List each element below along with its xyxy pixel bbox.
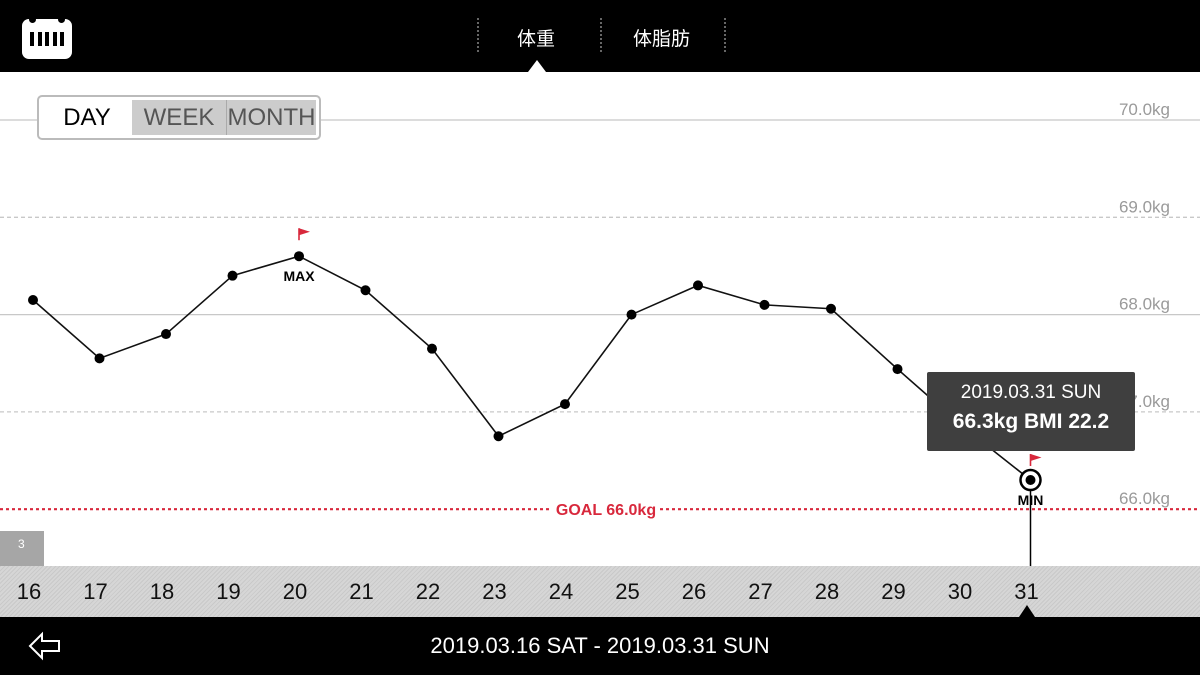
y-tick-label: 69.0kg [1119, 197, 1170, 216]
weight-points [28, 251, 1042, 492]
data-point [360, 285, 371, 296]
x-tick-label[interactable]: 26 [681, 579, 707, 604]
x-tick-label[interactable]: 16 [16, 579, 42, 604]
data-point [759, 299, 770, 310]
tab-divider [600, 18, 602, 52]
data-point [227, 270, 238, 281]
period-month-button[interactable]: MONTH [226, 100, 316, 135]
tooltip-date: 2019.03.31 SUN [960, 382, 1102, 403]
x-tick-label[interactable]: 18 [149, 579, 175, 604]
data-point [1025, 475, 1036, 486]
y-tick-label: 68.0kg [1119, 295, 1170, 314]
tab-divider [477, 18, 479, 52]
tab-body-fat[interactable]: 体脂肪 [633, 28, 691, 50]
data-point [161, 329, 171, 340]
data-point [427, 343, 437, 354]
data-tooltip: 2019.03.31 SUN 66.3kg BMI 22.2 [927, 372, 1135, 451]
scale-icon[interactable] [22, 16, 72, 59]
x-tick-label[interactable]: 30 [947, 579, 973, 604]
top-bar: 体重 体脂肪 [0, 0, 1200, 72]
data-point [94, 353, 105, 364]
x-tick-label[interactable]: 21 [349, 579, 374, 604]
data-point [560, 399, 570, 410]
extreme-markers: MAX MIN [283, 228, 1043, 508]
goal-label-background [550, 498, 660, 521]
tab-weight[interactable]: 体重 [517, 28, 556, 50]
x-tick-label[interactable]: 19 [216, 579, 241, 604]
active-tab-indicator [528, 60, 546, 72]
date-range: 2019.03.16 SAT - 2019.03.31 SUN [430, 633, 770, 658]
page-badge: 3 [0, 531, 44, 566]
x-tick-label[interactable]: 24 [548, 579, 574, 604]
flag-icon [298, 228, 310, 241]
x-tick-label[interactable]: 27 [748, 579, 773, 604]
x-tick-label[interactable]: 17 [83, 579, 108, 604]
goal-label: GOAL 66.0kg [556, 502, 656, 519]
period-selector: DAY WEEK MONTH [37, 95, 321, 140]
selected-date-indicator [1019, 605, 1035, 617]
tooltip-detail: 66.3kg BMI 22.2 [952, 410, 1110, 433]
x-tick-label[interactable]: 22 [415, 579, 441, 604]
data-point [493, 431, 504, 442]
x-tick-label[interactable]: 20 [282, 579, 308, 604]
x-tick-label[interactable]: 31 [1014, 579, 1039, 604]
period-week-button[interactable]: WEEK [132, 100, 227, 135]
x-tick-label[interactable]: 28 [814, 579, 840, 604]
tab-divider [724, 18, 726, 52]
y-tick-label: 70.0kg [1119, 100, 1170, 119]
data-point [294, 251, 304, 262]
weight-series-line [32, 255, 1031, 481]
date-axis[interactable]: 16 17 18 19 20 21 22 23 24 25 26 27 28 29 30 31 [0, 566, 1200, 617]
min-label: MIN [1018, 492, 1044, 508]
max-label: MAX [283, 268, 315, 284]
flag-icon [1029, 454, 1042, 467]
x-tick-label[interactable]: 23 [482, 579, 507, 604]
x-tick-label[interactable]: 29 [881, 579, 906, 604]
data-point [892, 364, 903, 375]
data-point [693, 280, 703, 291]
x-tick-label[interactable]: 25 [615, 579, 640, 604]
goal-line: GOAL 66.0kg [0, 498, 1200, 521]
y-tick-label: 66.0kg [1119, 489, 1170, 508]
data-point [28, 295, 38, 306]
period-day-button[interactable]: DAY [42, 100, 133, 135]
data-point [826, 303, 836, 314]
bottom-bar: 2019.03.16 SAT - 2019.03.31 SUN [0, 617, 1200, 675]
back-arrow-icon[interactable] [28, 631, 62, 661]
data-point [626, 309, 637, 320]
